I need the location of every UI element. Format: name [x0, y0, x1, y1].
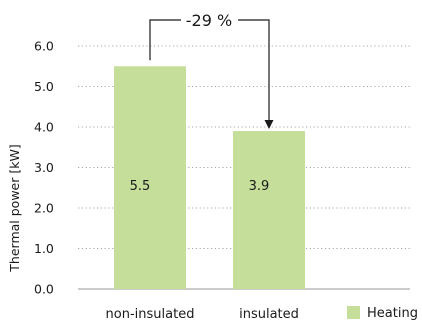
annotation-bracket-left — [149, 19, 181, 61]
x-tick-label: insulated — [239, 307, 299, 322]
value-labels: 5.5 3.9 — [130, 179, 270, 194]
y-tick-label: 6.0 — [34, 39, 54, 54]
x-tick-label: non-insulated — [106, 307, 195, 322]
reduction-annotation: -29 % — [149, 11, 274, 130]
y-tick-label: 1.0 — [34, 241, 54, 256]
y-tick-label: 4.0 — [34, 120, 54, 135]
y-axis-ticks: 0.0 1.0 2.0 3.0 4.0 5.0 6.0 — [34, 39, 54, 297]
annotation-bracket-right — [238, 19, 270, 122]
legend: Heating — [347, 306, 418, 321]
value-label: 3.9 — [249, 179, 270, 194]
y-tick-label: 0.0 — [34, 282, 54, 297]
annotation-arrowhead — [264, 120, 274, 130]
value-label: 5.5 — [130, 179, 151, 194]
legend-label-heating: Heating — [367, 306, 418, 321]
y-tick-label: 2.0 — [34, 201, 54, 216]
annotation-label: -29 % — [186, 11, 232, 30]
bar-non-insulated — [114, 66, 186, 289]
category-labels: non-insulated insulated — [106, 307, 299, 322]
bars — [114, 66, 305, 289]
legend-swatch-heating — [347, 306, 360, 319]
y-tick-label: 5.0 — [34, 79, 54, 94]
y-axis-label: Thermal power [kW] — [7, 144, 22, 272]
y-tick-label: 3.0 — [34, 160, 54, 175]
bar-insulated — [233, 131, 305, 289]
